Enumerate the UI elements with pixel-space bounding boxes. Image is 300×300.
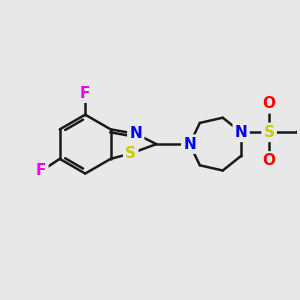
Text: O: O — [262, 153, 276, 168]
Text: F: F — [80, 86, 90, 101]
Text: S: S — [125, 146, 136, 161]
Text: F: F — [36, 163, 46, 178]
Text: O: O — [262, 96, 276, 111]
Text: N: N — [129, 126, 142, 141]
Text: N: N — [235, 125, 247, 140]
Text: S: S — [264, 125, 274, 140]
Text: N: N — [183, 136, 196, 152]
